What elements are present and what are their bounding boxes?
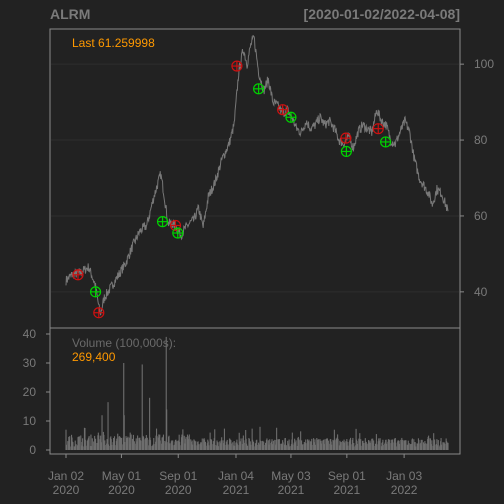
sell-marker <box>72 269 84 281</box>
date-axis-tick-year: 2021 <box>278 483 305 497</box>
sell-marker <box>277 104 289 116</box>
date-axis-tick-label: Jan 03 <box>386 469 422 483</box>
price-line <box>65 35 449 316</box>
volume-axis-tick-label: 30 <box>23 356 37 370</box>
date-axis-tick-label: May 03 <box>271 469 311 483</box>
buy-marker <box>285 111 297 123</box>
price-axis-tick-label: 40 <box>474 285 488 299</box>
buy-marker <box>172 227 184 239</box>
volume-axis-tick-label: 20 <box>23 385 37 399</box>
buy-marker <box>253 83 265 95</box>
buy-marker <box>156 216 169 228</box>
volume-axis-tick-label: 0 <box>29 443 36 457</box>
volume-axis-tick-label: 40 <box>23 327 37 341</box>
date-axis-tick-year: 2020 <box>165 483 192 497</box>
date-axis-tick-label: Jan 04 <box>218 469 254 483</box>
date-axis-tick-label: Jan 02 <box>48 469 84 483</box>
volume-bars <box>65 336 449 450</box>
price-series <box>65 35 449 316</box>
volume-label: Volume (100,000s): <box>72 336 176 350</box>
date-axis-tick-year: 2021 <box>223 483 250 497</box>
sell-marker <box>93 307 105 319</box>
date-axis-tick-year: 2020 <box>108 483 135 497</box>
grid <box>51 63 459 293</box>
date-axis-tick-label: Sep 01 <box>328 469 366 483</box>
price-axis-tick-label: 80 <box>474 133 488 147</box>
price-axis-tick-label: 60 <box>474 209 488 223</box>
date-axis-tick-year: 2020 <box>53 483 80 497</box>
date-axis-tick-label: Sep 01 <box>159 469 197 483</box>
price-axis-tick-label: 100 <box>474 57 494 71</box>
date-axis-tick-year: 2022 <box>391 483 418 497</box>
sell-marker <box>340 132 352 144</box>
sell-marker <box>372 123 384 135</box>
chart-title: ALRM <box>50 6 90 22</box>
volume-axis-tick-label: 10 <box>23 414 37 428</box>
date-axis-tick-year: 2021 <box>333 483 360 497</box>
last-price-label: Last 61.259998 <box>72 36 155 50</box>
buy-marker <box>89 286 102 298</box>
buy-marker <box>340 145 352 158</box>
buy-marker <box>380 136 392 148</box>
volume-panel-frame <box>49 327 461 455</box>
date-axis-tick-label: May 01 <box>102 469 142 483</box>
volume-value-label: 269,400 <box>72 350 116 364</box>
sell-marker <box>231 60 243 72</box>
trade-markers <box>72 60 392 319</box>
date-range-label: [2020-01-02/2022-04-08] <box>304 6 460 22</box>
